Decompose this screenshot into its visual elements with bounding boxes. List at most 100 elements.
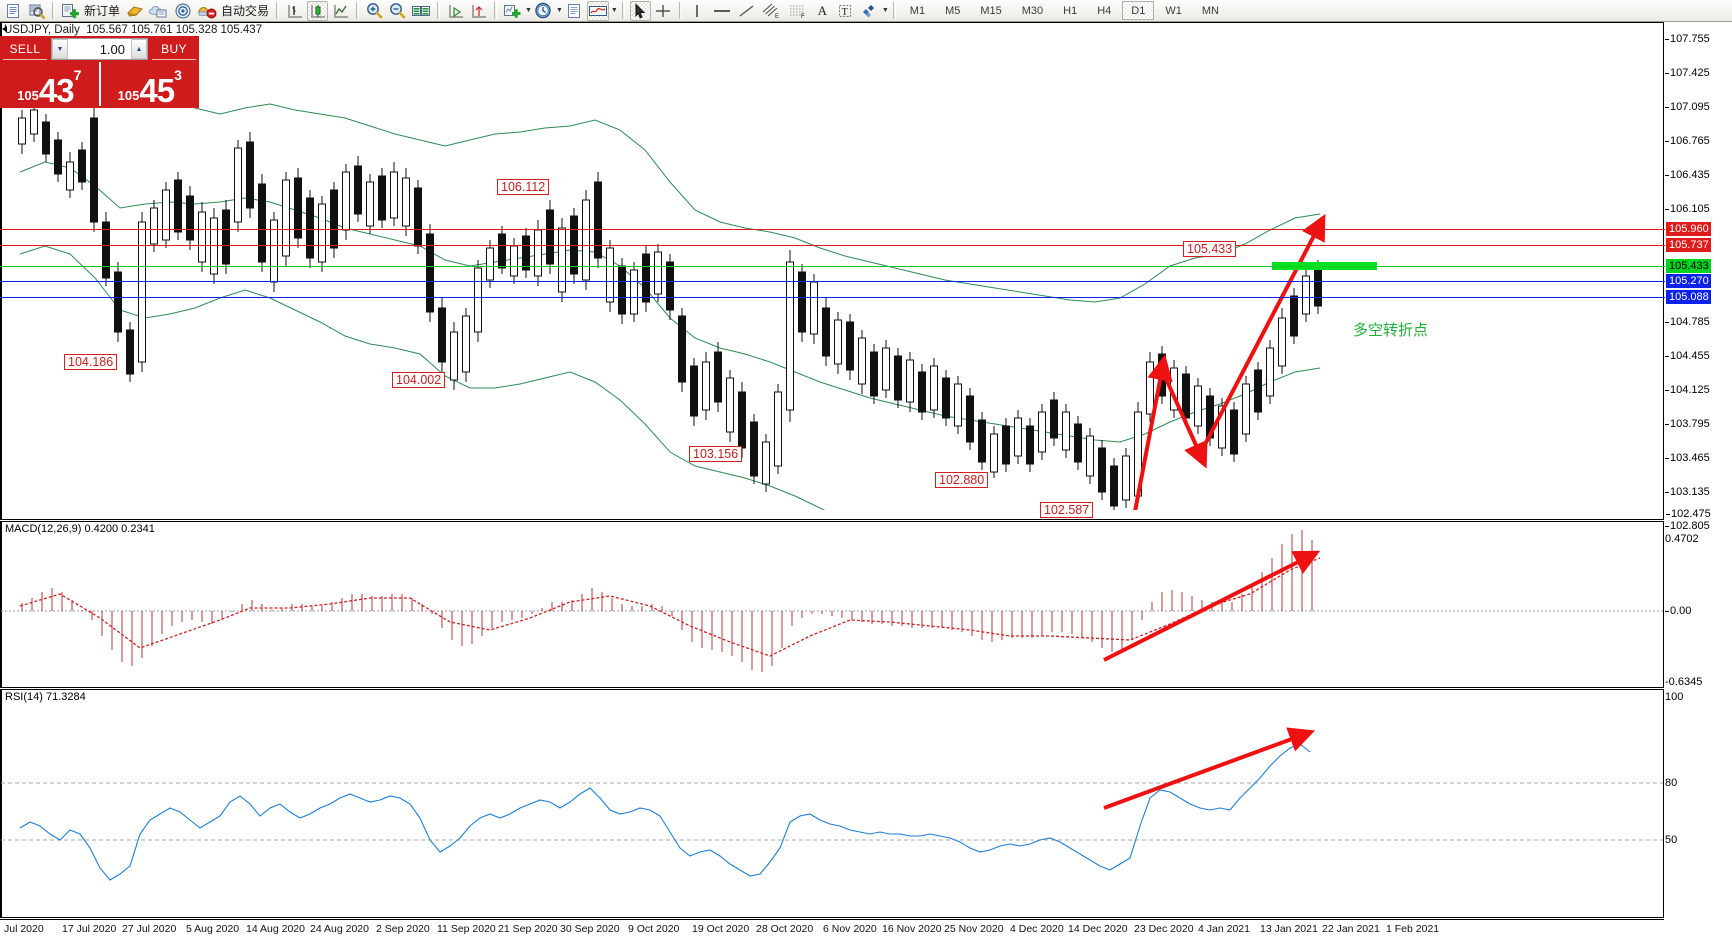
- timeframe-m30[interactable]: M30: [1021, 4, 1044, 17]
- toolbar-separator-3: [356, 2, 360, 19]
- bar-chart-icon[interactable]: [284, 1, 305, 21]
- price-label-104002[interactable]: 104.002: [392, 372, 446, 388]
- price-tick-107755: 107.755: [1665, 34, 1710, 45]
- trade-panel-quotes: 105 43 7 105 45 3: [0, 62, 200, 107]
- hline-105270[interactable]: [0, 281, 1665, 282]
- terminal-icon[interactable]: [3, 1, 24, 21]
- indicators-dropdown-caret[interactable]: ▼: [525, 7, 532, 14]
- svg-text:E: E: [775, 14, 779, 19]
- time-tick-0: Jul 2020: [4, 923, 44, 935]
- time-axis[interactable]: Jul 2020 17 Jul 2020 27 Jul 2020 5 Aug 2…: [0, 919, 1664, 940]
- timeframe-m5[interactable]: M5: [945, 4, 961, 17]
- timeframe-m15[interactable]: M15: [980, 4, 1002, 17]
- price-tick-104455: 104.455: [1665, 351, 1710, 362]
- toolbar-separator-6: [621, 2, 625, 19]
- new-order-icon[interactable]: [60, 1, 81, 21]
- price-level-105088[interactable]: 105.088: [1666, 290, 1711, 304]
- volume-decrease-icon[interactable]: ▼: [52, 39, 68, 59]
- volume-increase-icon[interactable]: ▲: [131, 39, 147, 59]
- timeframe-mn[interactable]: MN: [1201, 4, 1219, 17]
- main-toolbar: 新订单 自动交易 ▼ ▼: [0, 0, 1732, 22]
- horizontal-line-icon[interactable]: [710, 1, 734, 21]
- volume-value[interactable]: 1.00: [68, 39, 131, 59]
- equidistant-channel-icon[interactable]: E: [760, 1, 784, 21]
- price-label-103156[interactable]: 103.156: [689, 446, 743, 462]
- symbol-timeframe: Daily: [54, 24, 80, 36]
- market-watch-icon[interactable]: [26, 1, 47, 21]
- templates-base-icon[interactable]: [564, 1, 585, 21]
- text-label-icon[interactable]: T: [835, 1, 856, 21]
- period-dropdown-caret[interactable]: ▼: [555, 7, 563, 14]
- chart-collapse-icon[interactable]: [2, 26, 7, 32]
- rsi-tick-50: 50: [1665, 834, 1678, 846]
- templates-dropdown-caret[interactable]: ▼: [610, 7, 618, 14]
- one-click-trading-panel[interactable]: SELL ▼ 1.00 ▲ BUY 105 43 7 105 45 3: [0, 36, 199, 108]
- new-order-label[interactable]: 新订单: [84, 4, 121, 18]
- macd-indicator-label[interactable]: MACD(12,26,9) 0.4200 0.2341: [3, 523, 157, 535]
- price-label-105433-chart[interactable]: 105.433: [1183, 241, 1237, 257]
- fibonacci-icon[interactable]: F: [786, 1, 810, 21]
- chart-text-note[interactable]: 多空转折点: [1353, 322, 1429, 339]
- sell-label[interactable]: SELL: [3, 38, 47, 60]
- chart-shift-icon[interactable]: [445, 1, 466, 21]
- sell-big-figure: 105: [17, 88, 39, 103]
- chart-area[interactable]: USDJPY, Daily 105.567 105.761 105.328 10…: [0, 22, 1732, 940]
- price-level-105960[interactable]: 105.960: [1666, 222, 1711, 236]
- buy-label[interactable]: BUY: [152, 38, 196, 60]
- timeframe-h4[interactable]: H4: [1097, 4, 1112, 17]
- autotrading-icon[interactable]: [196, 1, 218, 21]
- line-chart-icon[interactable]: [330, 1, 351, 21]
- time-tick-14: 16 Nov 2020: [882, 923, 942, 935]
- price-label-104186[interactable]: 104.186: [64, 354, 118, 370]
- text-icon[interactable]: A: [817, 2, 828, 18]
- rsi-tick-100: 100: [1665, 691, 1684, 703]
- price-label-102587[interactable]: 102.587: [1040, 502, 1094, 518]
- timeframe-h1[interactable]: H1: [1063, 4, 1078, 17]
- data-window-icon[interactable]: [148, 1, 170, 21]
- vertical-line-icon[interactable]: [687, 1, 708, 21]
- navigator-icon[interactable]: [172, 1, 194, 21]
- price-level-105433[interactable]: 105.433: [1666, 259, 1711, 273]
- price-level-105737[interactable]: 105.737: [1666, 238, 1711, 252]
- toolbar-separator-7: [678, 2, 682, 19]
- price-tick-104125: 104.125: [1665, 385, 1710, 396]
- toolbar-separator-5: [494, 2, 498, 19]
- period-icon[interactable]: [533, 1, 554, 21]
- autotrading-label[interactable]: 自动交易: [221, 4, 270, 18]
- trendline-icon[interactable]: [736, 1, 758, 21]
- crosshair-icon[interactable]: [653, 1, 674, 21]
- hline-105737[interactable]: [0, 245, 1665, 246]
- timeframe-m1[interactable]: M1: [909, 4, 926, 17]
- zoom-out-icon[interactable]: [387, 1, 408, 21]
- shapes-icon[interactable]: [858, 1, 880, 21]
- candlestick-chart-icon[interactable]: [307, 0, 329, 21]
- auto-scroll-icon[interactable]: [468, 1, 489, 21]
- time-tick-18: 23 Dec 2020: [1134, 923, 1194, 935]
- volume-stepper[interactable]: ▼ 1.00 ▲: [51, 38, 148, 60]
- price-label-102880[interactable]: 102.880: [935, 472, 989, 488]
- buy-fraction: 3: [174, 67, 182, 83]
- price-axis[interactable]: 107.755 107.425 107.095 106.765 106.435 …: [1665, 22, 1732, 918]
- zoom-in-icon[interactable]: [364, 1, 385, 21]
- macd-tick-bottom: -0.6345: [1665, 676, 1703, 688]
- price-label-106112[interactable]: 106.112: [497, 179, 550, 195]
- shapes-dropdown-caret[interactable]: ▼: [881, 7, 889, 14]
- price-tick-106435: 106.435: [1665, 170, 1710, 181]
- buy-big-figure: 105: [117, 88, 140, 103]
- indicators-icon[interactable]: [502, 1, 523, 21]
- toolbar-separator-2: [276, 2, 280, 19]
- hline-105088[interactable]: [0, 297, 1665, 298]
- buy-button[interactable]: 105 45 3: [98, 62, 200, 107]
- hline-105960[interactable]: [0, 229, 1665, 230]
- price-level-105270[interactable]: 105.270: [1666, 274, 1711, 288]
- sell-button[interactable]: 105 43 7: [0, 62, 99, 107]
- rsi-indicator-label[interactable]: RSI(14) 71.3284: [3, 691, 88, 703]
- hline-105433[interactable]: [0, 266, 1665, 267]
- timeframe-d1[interactable]: D1: [1122, 1, 1155, 20]
- price-tick-106765: 106.765: [1665, 136, 1710, 147]
- chart-grid-icon[interactable]: [410, 1, 432, 21]
- expert-advisor-icon[interactable]: [124, 1, 146, 21]
- cursor-icon[interactable]: [629, 0, 651, 21]
- templates-icon[interactable]: [586, 0, 609, 21]
- timeframe-w1[interactable]: W1: [1165, 4, 1182, 17]
